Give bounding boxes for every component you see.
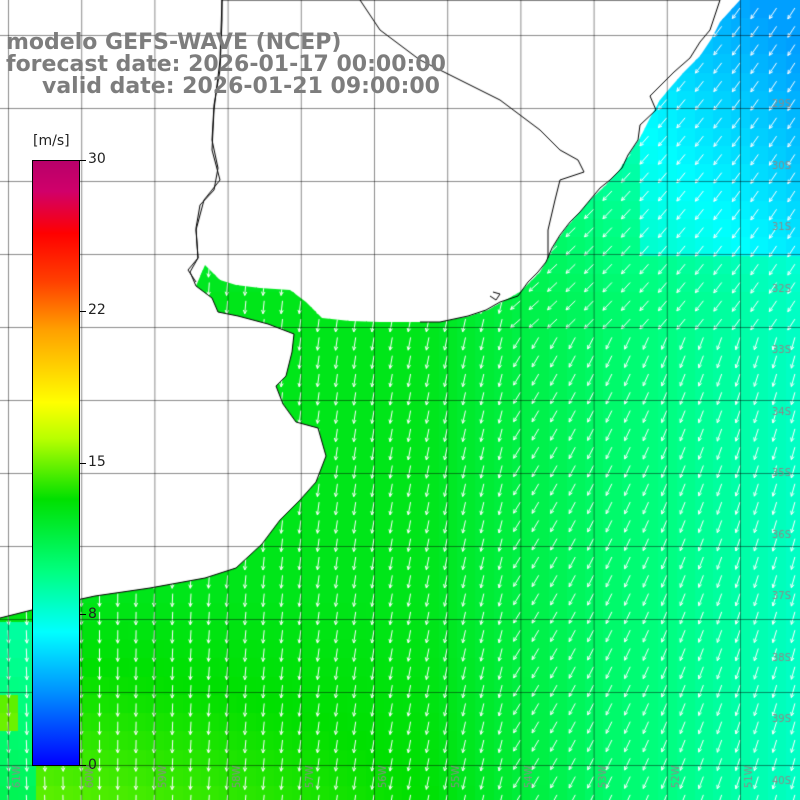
colorbar-gradient [32,160,80,766]
colorbar-label-22: 22 [88,302,106,318]
colorbar-label-0: 0 [88,757,97,773]
colorbar-tick [80,160,86,161]
colorbar-label-15: 15 [88,454,106,470]
colorbar-unit: [m/s] [33,133,70,149]
colorbar-tick [80,463,86,464]
colorbar-tick [80,311,86,312]
forecast-date: forecast date: 2026-01-17 00:00:00 [6,52,446,77]
colorbar-tick [80,614,86,615]
model-title: modelo GEFS-WAVE (NCEP) [6,30,342,55]
colorbar-label-8: 8 [88,606,97,622]
colorbar-tick [80,765,86,766]
valid-date: valid date: 2026-01-21 09:00:00 [42,74,440,99]
colorbar-label-30: 30 [88,151,106,167]
